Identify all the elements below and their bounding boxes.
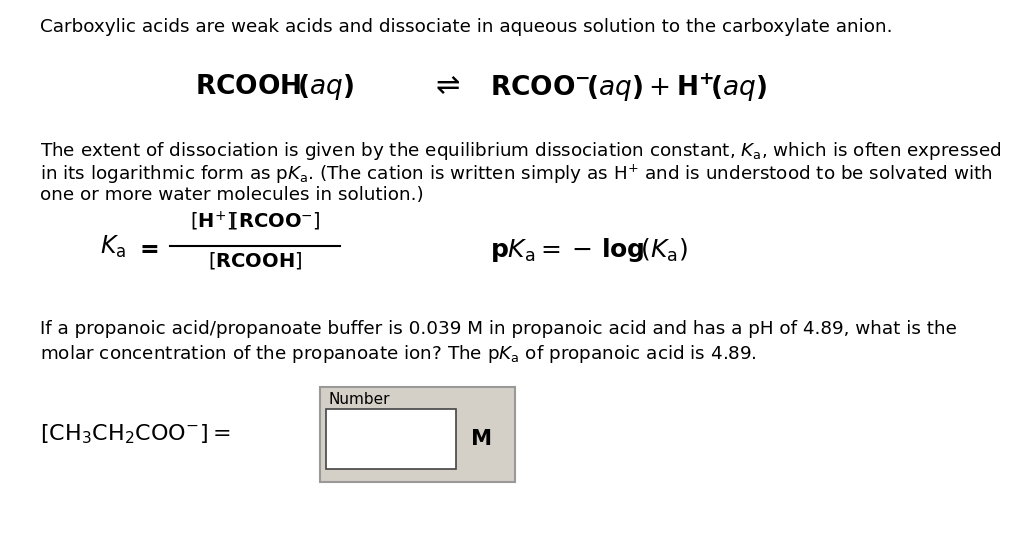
Text: one or more water molecules in solution.): one or more water molecules in solution.… [40, 186, 424, 204]
Bar [326, 409, 456, 469]
Text: $\rightleftharpoons$: $\rightleftharpoons$ [430, 72, 461, 100]
Text: $\mathbf{=}$: $\mathbf{=}$ [135, 236, 159, 260]
Text: $\mathbf{M}$: $\mathbf{M}$ [470, 429, 492, 449]
Text: $\mathrm{\mathbf{p}}\mathit{K}_{\mathrm{a}}=-\,\mathbf{log}\!\left(\mathit{K}_{\: $\mathrm{\mathbf{p}}\mathit{K}_{\mathrm{… [490, 236, 688, 264]
Text: in its logarithmic form as p$K_{\mathrm{a}}$. (The cation is written simply as H: in its logarithmic form as p$K_{\mathrm{… [40, 163, 992, 186]
Text: Number: Number [328, 392, 389, 407]
Text: $\left[\mathrm{CH_3CH_2COO}^{-}\right]=$: $\left[\mathrm{CH_3CH_2COO}^{-}\right]=$ [40, 422, 230, 446]
Text: $\mathbf{RCOOH}\!\boldsymbol{(}\mathit{aq}\boldsymbol{)}$: $\mathbf{RCOOH}\!\boldsymbol{(}\mathit{a… [195, 72, 354, 102]
Text: The extent of dissociation is given by the equilibrium dissociation constant, $K: The extent of dissociation is given by t… [40, 140, 1001, 162]
Text: If a propanoic acid/propanoate buffer is 0.039 M in propanoic acid and has a pH : If a propanoic acid/propanoate buffer is… [40, 320, 956, 338]
Text: $\mathit{K}_{\mathrm{a}}$: $\mathit{K}_{\mathrm{a}}$ [100, 234, 126, 260]
Text: $\mathbf{RCOO}^{\mathbf{-}}\!\boldsymbol{(}\mathit{aq}\boldsymbol{)}+\mathbf{H}^: $\mathbf{RCOO}^{\mathbf{-}}\!\boldsymbol… [490, 72, 767, 104]
Text: $\left[\mathbf{RCOOH}\right]$: $\left[\mathbf{RCOOH}\right]$ [208, 250, 302, 271]
Text: Carboxylic acids are weak acids and dissociate in aqueous solution to the carbox: Carboxylic acids are weak acids and diss… [40, 18, 893, 36]
Bar [319, 387, 515, 482]
Text: $\left[\mathbf{H}^{+}\right]\!\left[\mathbf{RCOO}^{-}\right]$: $\left[\mathbf{H}^{+}\right]\!\left[\mat… [189, 210, 321, 233]
Text: molar concentration of the propanoate ion? The p$K_{\mathrm{a}}$ of propanoic ac: molar concentration of the propanoate io… [40, 343, 757, 365]
